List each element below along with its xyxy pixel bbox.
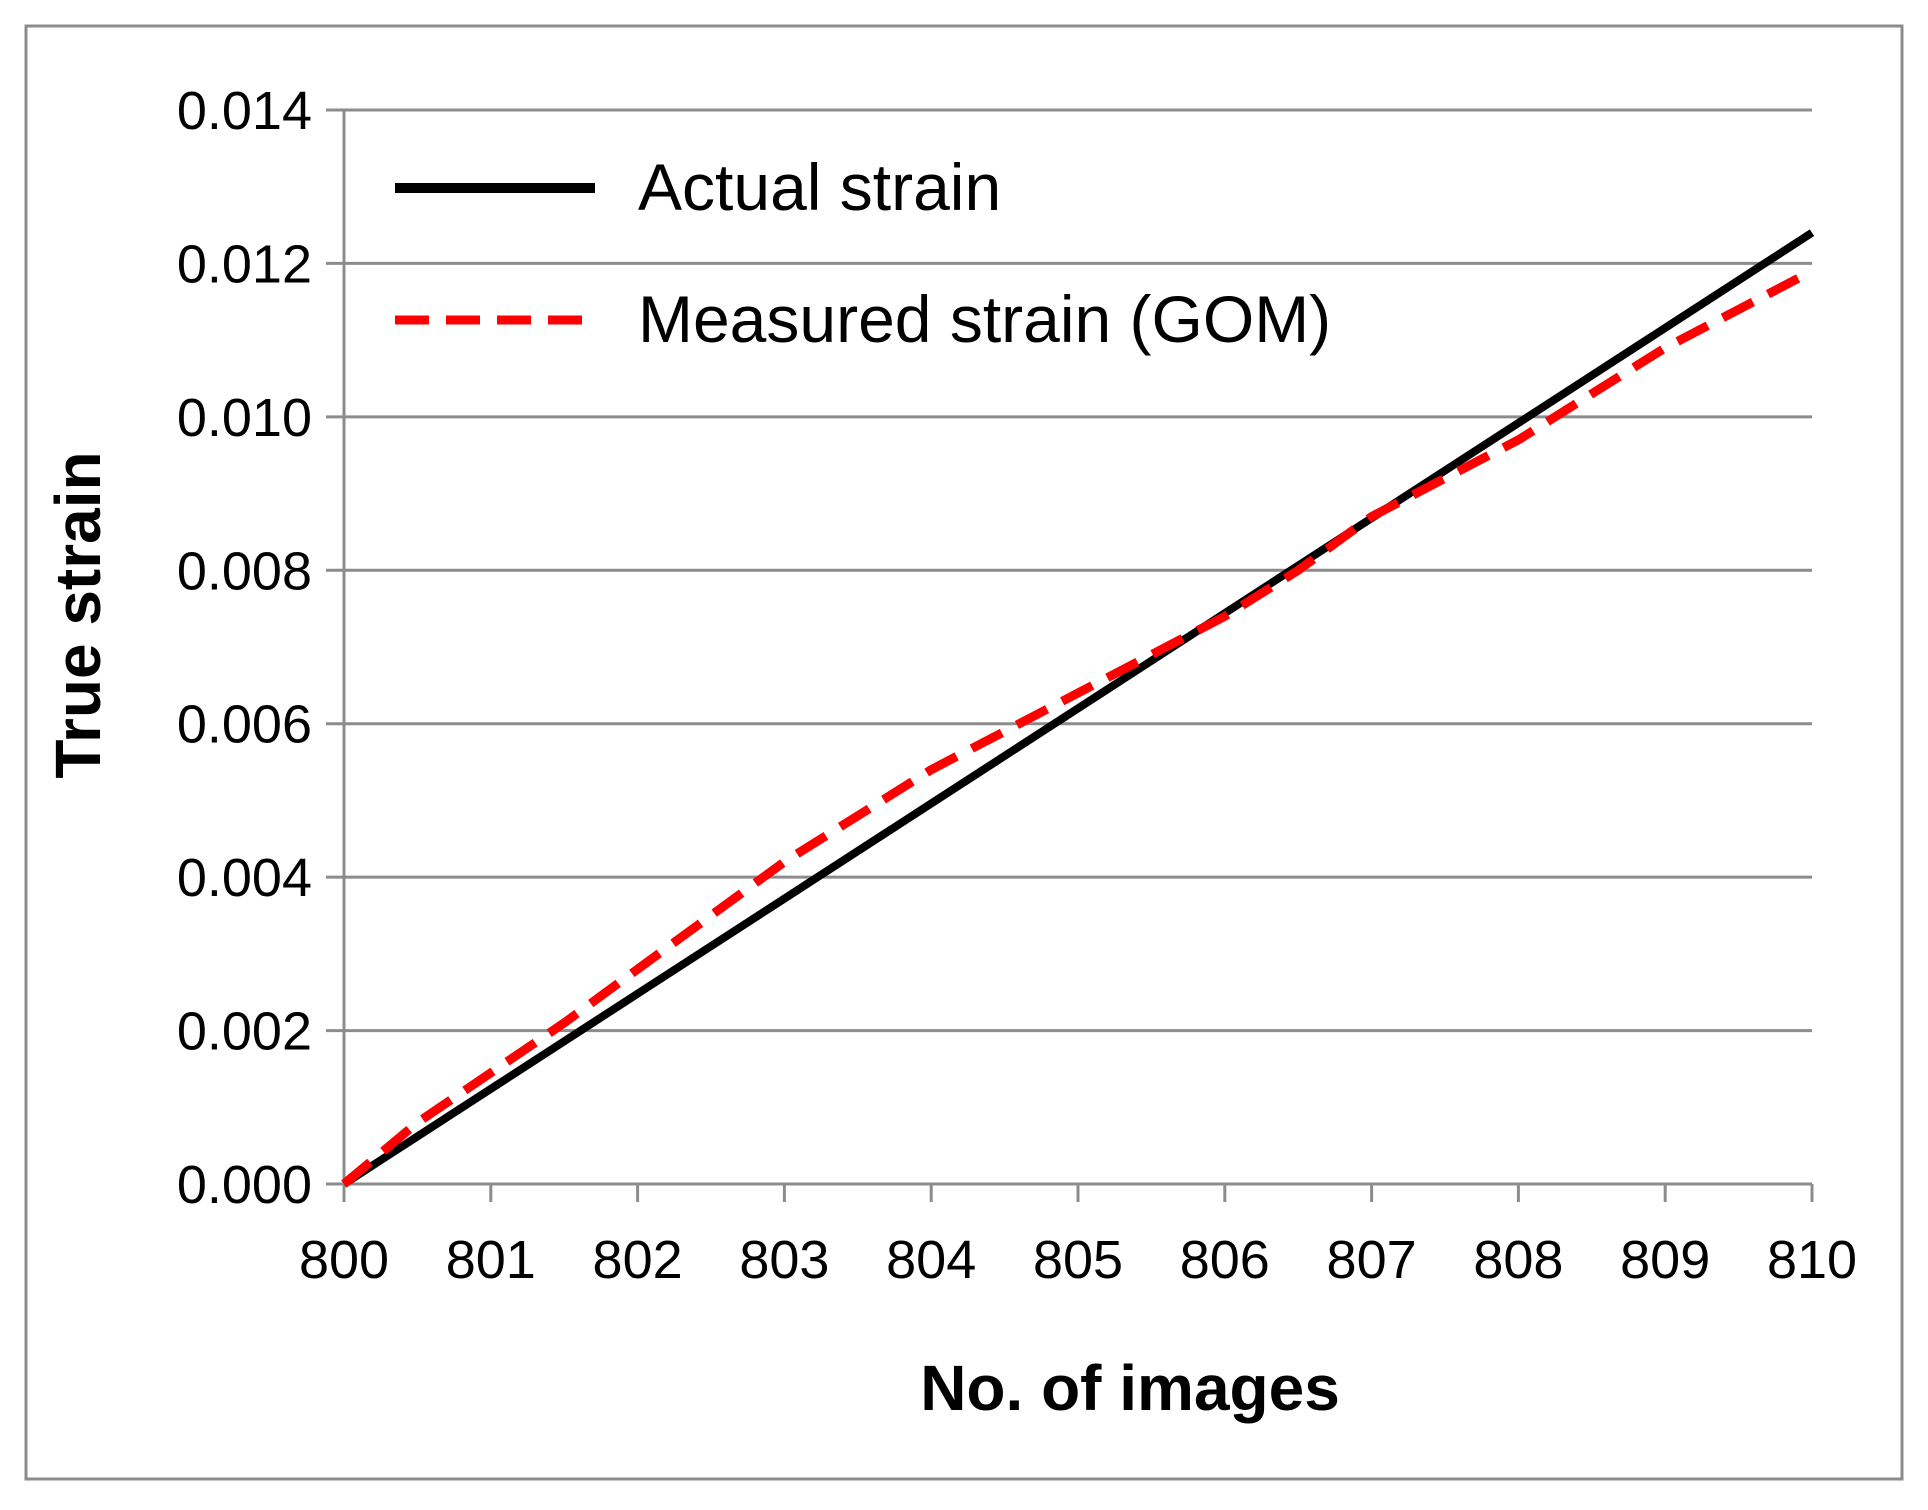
axes: 0.000 0.002 0.004 0.006 0.008 0.010 0.012 0.014… [177,81,1857,1290]
x-tick-label: 803 [739,1230,829,1290]
y-tick-label: 0.006 [177,695,312,755]
x-tick-label: 807 [1327,1230,1417,1290]
series-line-actual-strain [341,229,1815,1188]
legend: Actual strain Measured strain (GOM) [395,150,1331,356]
x-tick-label: 809 [1620,1230,1710,1290]
x-tick-label: 810 [1767,1230,1857,1290]
x-tick-label: 808 [1473,1230,1563,1290]
grid-lines [344,108,1812,1033]
x-tick-label: 802 [593,1230,683,1290]
x-tick-label: 805 [1033,1230,1123,1290]
legend-label: Actual strain [638,150,1001,224]
y-tick-label: 0.004 [177,848,312,908]
y-tick-label: 0.012 [177,234,312,294]
x-tick-label: 801 [446,1230,536,1290]
x-tick-label: 804 [886,1230,976,1290]
plot-series [341,229,1815,1188]
x-tick-label: 800 [299,1230,389,1290]
y-tick-label: 0.014 [177,81,312,141]
y-tick-label: 0.010 [177,388,312,448]
y-axis-title: True strain [42,451,114,778]
chart-border [24,24,1904,1481]
y-tick-label: 0.002 [177,1002,312,1062]
legend-label: Measured strain (GOM) [638,282,1331,356]
y-tick-label: 0.008 [177,541,312,601]
x-tick-label: 806 [1180,1230,1270,1290]
y-tick-label: 0.000 [177,1155,312,1215]
series-line-measured-strain [341,267,1815,1188]
x-axis-title: No. of images [920,1352,1340,1424]
